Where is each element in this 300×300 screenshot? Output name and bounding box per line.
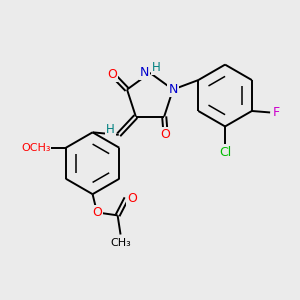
Text: N: N [168,83,178,96]
Text: O: O [107,68,117,81]
Text: O: O [161,128,171,141]
Text: H: H [106,123,115,136]
Text: Cl: Cl [219,146,231,159]
Text: F: F [273,106,280,119]
Text: OCH₃: OCH₃ [21,143,50,153]
Text: N: N [140,66,149,80]
Text: CH₃: CH₃ [110,238,131,248]
Text: O: O [128,192,137,205]
Text: H: H [152,61,161,74]
Text: O: O [92,206,102,219]
